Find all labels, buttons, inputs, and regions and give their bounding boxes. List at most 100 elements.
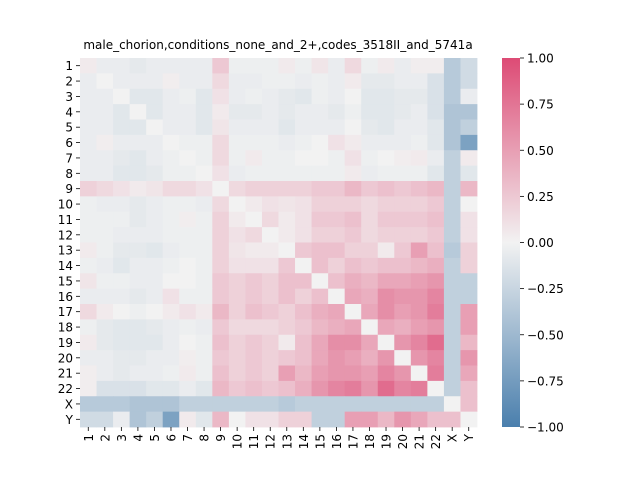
heatmap-cell-11-1 <box>80 211 97 228</box>
heatmap-cell-6-15 <box>311 134 329 151</box>
heatmap-cell-14-10 <box>228 257 246 274</box>
heatmap-cell-14-19 <box>377 257 395 274</box>
heatmap-cell-20-17 <box>344 350 362 366</box>
heatmap-cell-4-5 <box>146 104 164 120</box>
heatmap-cell-9-16 <box>328 181 346 197</box>
x-tick-label: 1 <box>82 434 96 442</box>
heatmap-cell-19-3 <box>113 334 131 351</box>
heatmap-cell-17-9 <box>212 304 230 320</box>
heatmap-cell-19-11 <box>245 334 263 351</box>
heatmap-cell-6-13 <box>278 134 296 151</box>
heatmap-cell-7-X <box>443 150 461 167</box>
heatmap-cell-20-9 <box>212 350 230 366</box>
heatmap-cell-17-20 <box>394 304 412 320</box>
heatmap-cell-20-22 <box>427 350 445 366</box>
heatmap-cell-10-8 <box>195 196 213 213</box>
colorbar-tick-label: −1.00 <box>527 421 564 435</box>
heatmap-cell-3-4 <box>129 88 147 105</box>
heatmap-cell-14-9 <box>212 257 230 274</box>
heatmap-cell-21-5 <box>146 365 164 382</box>
heatmap-cell-11-5 <box>146 211 164 228</box>
heatmap-cell-Y-11 <box>245 411 263 428</box>
heatmap-cell-6-22 <box>427 134 445 151</box>
x-tick-label: 20 <box>396 434 410 449</box>
heatmap-cell-12-3 <box>113 227 131 243</box>
heatmap-cell-11-10 <box>228 211 246 228</box>
x-tick-label: X <box>446 434 460 442</box>
heatmap-cell-22-13 <box>278 380 296 397</box>
heatmap-cell-1-10 <box>228 58 246 74</box>
heatmap-cell-18-2 <box>96 319 114 336</box>
heatmap-cell-22-8 <box>195 380 213 397</box>
heatmap-cell-X-17 <box>344 396 362 413</box>
heatmap-cell-5-19 <box>377 119 395 136</box>
heatmap-cell-9-8 <box>195 181 213 197</box>
heatmap-cell-18-11 <box>245 319 263 336</box>
heatmap-cell-7-15 <box>311 150 329 167</box>
heatmap-cell-Y-14 <box>295 411 312 428</box>
heatmap-cell-16-12 <box>261 288 279 305</box>
y-tick-label: 3 <box>65 90 73 104</box>
heatmap-cell-13-2 <box>96 242 114 259</box>
heatmap-cell-X-20 <box>394 396 412 413</box>
heatmap-cell-9-2 <box>96 181 114 197</box>
heatmap-cell-13-22 <box>427 242 445 259</box>
heatmap-cell-18-12 <box>261 319 279 336</box>
heatmap-cell-6-11 <box>245 134 263 151</box>
x-tick-label: 5 <box>148 434 162 442</box>
heatmap-cell-5-14 <box>295 119 312 136</box>
heatmap-cell-13-X <box>443 242 461 259</box>
heatmap-cell-17-13 <box>278 304 296 320</box>
heatmap-cell-21-8 <box>195 365 213 382</box>
heatmap-cell-4-22 <box>427 104 445 120</box>
heatmap-cell-Y-21 <box>410 411 428 428</box>
heatmap-cell-13-7 <box>179 242 197 259</box>
heatmap-cell-Y-10 <box>228 411 246 428</box>
heatmap-cell-21-X <box>443 365 461 382</box>
heatmap-cell-19-5 <box>146 334 164 351</box>
heatmap-cell-3-17 <box>344 88 362 105</box>
heatmap-cell-13-8 <box>195 242 213 259</box>
heatmap-cell-4-1 <box>80 104 97 120</box>
heatmap-cell-11-12 <box>261 211 279 228</box>
heatmap-cell-20-3 <box>113 350 131 366</box>
heatmap-cell-2-22 <box>427 73 445 90</box>
heatmap-cell-Y-9 <box>212 411 230 428</box>
x-tick-label: 10 <box>231 434 245 449</box>
heatmap-cell-14-16 <box>328 257 346 274</box>
heatmap-cells <box>80 58 478 428</box>
heatmap-cell-13-4 <box>129 242 147 259</box>
heatmap-cell-2-9 <box>212 73 230 90</box>
heatmap-cell-22-6 <box>162 380 180 397</box>
heatmap-cell-17-19 <box>377 304 395 320</box>
heatmap-cell-8-14 <box>295 165 312 182</box>
heatmap-cell-12-17 <box>344 227 362 243</box>
heatmap-cell-7-2 <box>96 150 114 167</box>
heatmap-cell-5-Y <box>460 119 478 136</box>
heatmap-cell-1-4 <box>129 58 147 74</box>
heatmap-cell-19-9 <box>212 334 230 351</box>
heatmap-cell-16-1 <box>80 288 97 305</box>
heatmap-cell-19-X <box>443 334 461 351</box>
heatmap-cell-6-X <box>443 134 461 151</box>
heatmap-cell-16-Y <box>460 288 478 305</box>
heatmap-cell-9-X <box>443 181 461 197</box>
heatmap-cell-5-9 <box>212 119 230 136</box>
heatmap-cell-11-9 <box>212 211 230 228</box>
heatmap-cell-18-6 <box>162 319 180 336</box>
heatmap-cell-22-20 <box>394 380 412 397</box>
heatmap-cell-10-6 <box>162 196 180 213</box>
heatmap-cell-15-18 <box>361 273 379 290</box>
heatmap-cell-13-20 <box>394 242 412 259</box>
heatmap-cell-10-2 <box>96 196 114 213</box>
heatmap-cell-1-20 <box>394 58 412 74</box>
colorbar-tick-label: 1.00 <box>527 52 554 66</box>
heatmap-cell-19-17 <box>344 334 362 351</box>
x-tick-label: 22 <box>429 434 443 449</box>
y-tick-label: 9 <box>65 182 73 196</box>
heatmap-cell-2-21 <box>410 73 428 90</box>
heatmap-cell-16-22 <box>427 288 445 305</box>
heatmap-cell-9-3 <box>113 181 131 197</box>
heatmap-cell-9-4 <box>129 181 147 197</box>
